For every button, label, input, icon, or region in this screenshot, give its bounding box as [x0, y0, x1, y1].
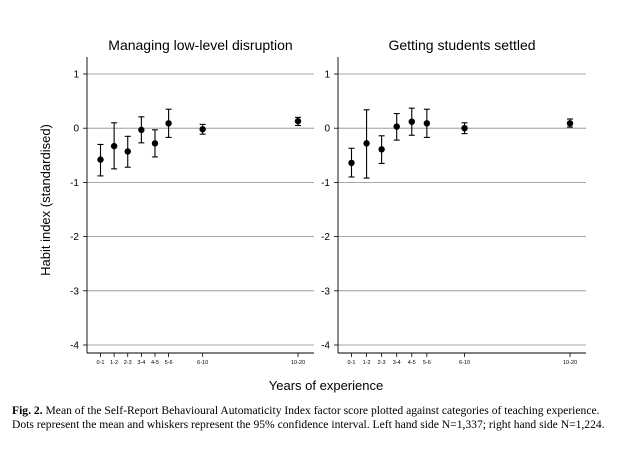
panel-title: Getting students settled [388, 37, 535, 53]
mean-point [461, 125, 468, 132]
mean-point [294, 117, 302, 125]
y-tick-label: -1 [321, 178, 330, 189]
x-tick-label: 5-6 [423, 360, 431, 366]
mean-point [124, 148, 131, 155]
mean-point [378, 146, 385, 153]
y-tick-label: -2 [70, 232, 79, 243]
x-tick-label: 2-3 [124, 360, 132, 366]
figure: Managing low-level disruption10-1-2-3-40… [38, 37, 586, 393]
mean-point [363, 140, 370, 147]
mean-point [138, 126, 145, 134]
y-tick-label: 1 [324, 70, 330, 81]
figure-caption: Fig. 2. Mean of the Self-Report Behaviou… [12, 404, 617, 432]
mean-point [199, 126, 206, 133]
mean-point [408, 118, 415, 125]
y-tick-label: -3 [321, 286, 330, 297]
x-tick-label: 3-4 [393, 360, 401, 366]
x-tick-label: 3-4 [137, 360, 145, 366]
panel-title: Managing low-level disruption [108, 37, 292, 53]
y-tick-label: -3 [70, 286, 79, 297]
mean-point [97, 156, 104, 163]
x-tick-label: 2-3 [378, 360, 386, 366]
x-tick-label: 0-1 [348, 360, 356, 366]
x-tick-label: 1-2 [363, 360, 371, 366]
x-axis-label: Years of experience [269, 378, 383, 393]
mean-point [393, 123, 400, 130]
y-tick-label: -1 [70, 178, 79, 189]
x-tick-label: 4-5 [151, 360, 159, 366]
y-tick-label: -2 [321, 232, 330, 243]
mean-point [151, 140, 159, 147]
panel-left: Managing low-level disruption10-1-2-3-40… [70, 37, 314, 366]
caption-text: Mean of the Self-Report Behavioural Auto… [12, 404, 605, 431]
y-tick-label: 0 [73, 124, 79, 135]
mean-point [423, 120, 431, 127]
y-tick-label: 0 [324, 124, 330, 135]
x-tick-label: 0-1 [97, 360, 105, 366]
x-tick-label: 6-10 [197, 360, 208, 366]
y-tick-label: -4 [321, 341, 330, 352]
y-tick-label: -4 [70, 341, 79, 352]
mean-point [110, 142, 118, 150]
caption-label: Fig. 2. [12, 404, 43, 417]
y-tick-label: 1 [73, 70, 79, 81]
y-axis-label: Habit index (standardised) [38, 124, 53, 276]
x-tick-label: 10-20 [291, 360, 305, 366]
mean-point [165, 120, 172, 127]
x-tick-label: 10-20 [563, 360, 577, 366]
mean-point [566, 120, 574, 127]
mean-point [348, 159, 355, 167]
x-tick-label: 4-5 [408, 360, 416, 366]
x-tick-label: 6-10 [459, 360, 470, 366]
x-tick-label: 5-6 [165, 360, 173, 366]
x-tick-label: 1-2 [110, 360, 118, 366]
